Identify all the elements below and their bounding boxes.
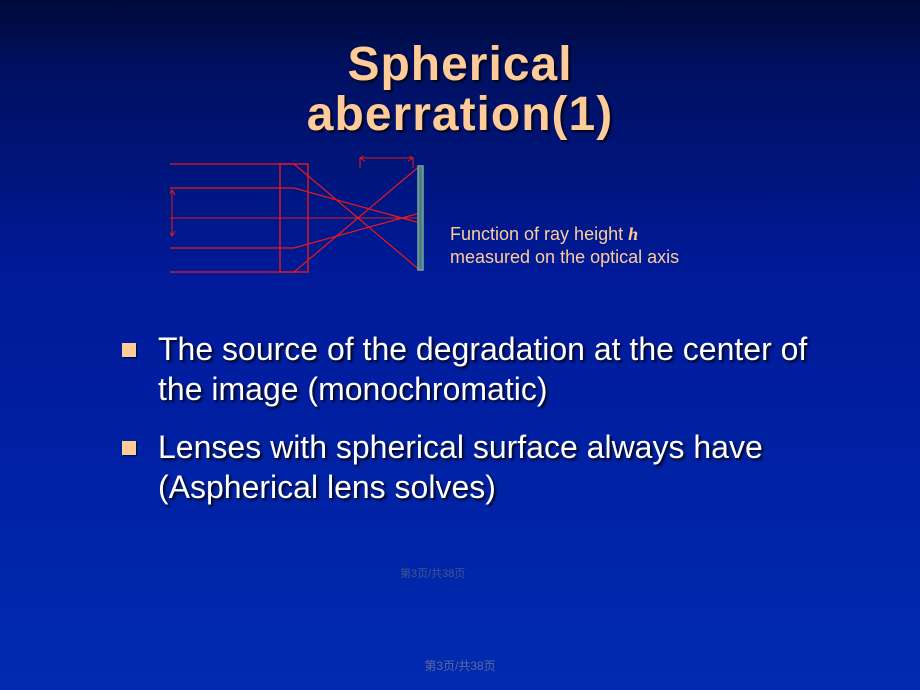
bullet-icon <box>122 441 136 455</box>
title-line1: Spherical <box>347 38 572 91</box>
slide-title: Spherical aberration(1) <box>0 0 920 141</box>
caption-line1a: Function of ray height <box>450 224 628 244</box>
bullet-text: The source of the degradation at the cen… <box>158 331 807 407</box>
bullet-icon <box>122 343 136 357</box>
bullet-text: Lenses with spherical surface always hav… <box>158 429 763 505</box>
caption-line2: measured on the optical axis <box>450 247 679 267</box>
spherical-aberration-diagram <box>170 156 440 286</box>
caption-h: h <box>628 224 638 244</box>
page-indicator: 第3页/共38页 <box>0 657 920 674</box>
bullet-list: The source of the degradation at the cen… <box>0 329 920 507</box>
diagram-caption: Function of ray height h measured on the… <box>450 223 679 270</box>
title-line2: aberration(1) <box>307 88 613 141</box>
diagram-area: Function of ray height h measured on the… <box>0 151 920 311</box>
page-indicator-mid: 第3页/共38页 <box>400 565 465 581</box>
list-item: Lenses with spherical surface always hav… <box>120 427 860 507</box>
list-item: The source of the degradation at the cen… <box>120 329 860 409</box>
